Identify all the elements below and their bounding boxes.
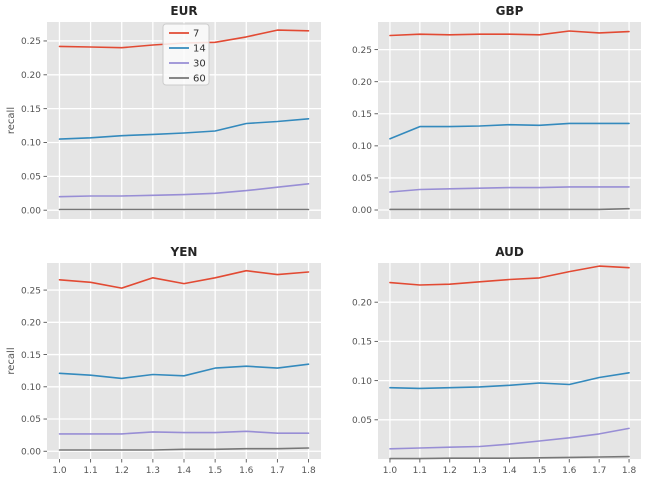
subplot-aud: 0.05 0.10 0.15 0.20 1.0 1.1 1.2 1.3 1.4 1.5 1.6 1.7… xyxy=(352,245,641,476)
subplot-yen: 0.00 0.05 0.10 0.15 0.20 0.25 1.0 1.1 1.2 1.3 1.4 1… xyxy=(6,245,321,476)
y-tick-label: 0.10 xyxy=(21,383,41,393)
x-tick-label: 1.4 xyxy=(177,466,192,476)
x-tick-label: 1.1 xyxy=(413,466,427,476)
chart-title: GBP xyxy=(496,4,524,18)
y-tick-label: 0.25 xyxy=(21,286,41,296)
series-line-30 xyxy=(389,186,630,193)
chart-title: EUR xyxy=(170,4,197,18)
legend-entry: 7 xyxy=(169,29,199,40)
y-tick-label: 0.00 xyxy=(21,206,41,216)
legend-entry: 30 xyxy=(169,59,206,70)
chart-title: YEN xyxy=(170,245,198,259)
subplot-eur: 0.00 0.05 0.10 0.15 0.20 0.25 EUR recall 7 14 30 60 xyxy=(6,4,321,219)
legend-label: 30 xyxy=(193,59,206,70)
y-tick-label: 0.25 xyxy=(21,37,41,47)
y-tick-label: 0.00 xyxy=(352,206,372,216)
series-line-60 xyxy=(389,455,630,460)
legend-label: 60 xyxy=(193,74,206,85)
series-line-30 xyxy=(58,183,310,198)
y-tick-label: 0.10 xyxy=(21,139,41,149)
series-line-60 xyxy=(58,447,310,451)
y-tick-label: 0.00 xyxy=(21,447,41,457)
y-tick-label: 0.10 xyxy=(352,377,372,387)
series-line-14 xyxy=(389,371,630,390)
legend-box xyxy=(162,23,210,86)
series-line-14 xyxy=(389,122,630,140)
x-tick-label: 1.0 xyxy=(383,466,398,476)
x-tick-label: 1.6 xyxy=(239,466,254,476)
y-tick-label: 0.20 xyxy=(21,319,41,329)
legend-label: 7 xyxy=(193,29,199,40)
subplot-gbp: 0.00 0.05 0.10 0.15 0.20 0.25 GBP xyxy=(352,4,641,219)
series-line-30 xyxy=(389,427,630,450)
y-tick-label: 0.05 xyxy=(352,416,372,426)
x-tick-label: 1.5 xyxy=(532,466,546,476)
x-tick-label: 1.8 xyxy=(622,466,637,476)
y-tick-label: 0.15 xyxy=(21,105,41,115)
legend-label: 14 xyxy=(193,44,206,55)
series-line-14 xyxy=(58,363,310,380)
y-tick-label: 0.10 xyxy=(352,142,372,152)
legend-entry: 14 xyxy=(169,44,206,55)
y-tick-label: 0.20 xyxy=(21,71,41,81)
y-tick-label: 0.05 xyxy=(352,174,372,184)
x-tick-label: 1.5 xyxy=(208,466,222,476)
x-tick-label: 1.3 xyxy=(146,466,160,476)
chart-title: AUD xyxy=(495,245,524,259)
x-tick-label: 1.3 xyxy=(472,466,486,476)
x-tick-label: 1.0 xyxy=(52,466,67,476)
x-tick-label: 1.1 xyxy=(83,466,97,476)
y-axis-label: recall xyxy=(6,347,17,374)
legend-entry: 60 xyxy=(169,74,206,85)
series-line-7 xyxy=(389,30,630,37)
y-tick-label: 0.05 xyxy=(21,173,41,183)
y-axis-label: recall xyxy=(6,107,17,134)
series-line-30 xyxy=(58,430,310,435)
y-tick-label: 0.15 xyxy=(21,351,41,361)
x-tick-label: 1.4 xyxy=(502,466,517,476)
y-tick-label: 0.20 xyxy=(352,78,372,88)
y-tick-label: 0.15 xyxy=(352,338,372,348)
x-tick-label: 1.7 xyxy=(592,466,606,476)
x-tick-label: 1.8 xyxy=(301,466,316,476)
series-line-60 xyxy=(389,207,630,211)
y-tick-label: 0.20 xyxy=(352,298,372,308)
series-line-7 xyxy=(58,269,310,289)
legend: 7 14 30 60 xyxy=(162,23,210,86)
y-tick-label: 0.15 xyxy=(352,110,372,120)
series-line-14 xyxy=(58,118,310,140)
x-tick-label: 1.6 xyxy=(562,466,577,476)
x-tick-label: 1.7 xyxy=(270,466,284,476)
y-tick-label: 0.25 xyxy=(352,46,372,56)
x-tick-label: 1.2 xyxy=(443,466,457,476)
x-tick-label: 1.2 xyxy=(115,466,129,476)
y-tick-label: 0.05 xyxy=(21,415,41,425)
series-line-7 xyxy=(389,265,630,286)
